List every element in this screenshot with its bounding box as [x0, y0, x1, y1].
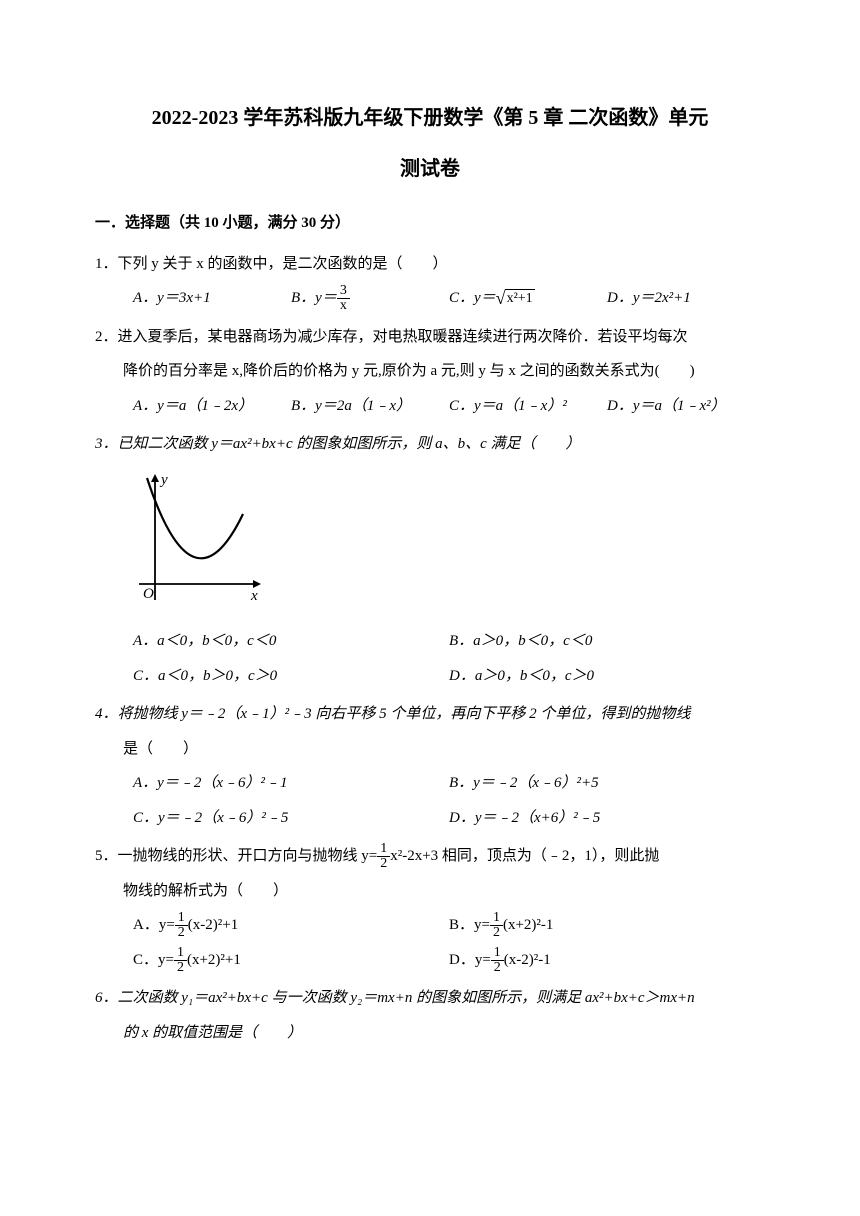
- q5-opt-d: D．y=12(x-2)²-1: [449, 943, 765, 978]
- question-1: 1．下列 y 关于 x 的函数中，是二次函数的是（ ） A．y＝3x+1 B．y…: [95, 247, 765, 316]
- q5-opt-a: A．y=12(x-2)²+1: [133, 908, 449, 943]
- section-header: 一．选择题（共 10 小题，满分 30 分）: [95, 206, 765, 241]
- page-subtitle: 测试卷: [95, 146, 765, 192]
- q4-text2: 是（ ）: [95, 732, 765, 767]
- q2-text2: 降价的百分率是 x,降价后的价格为 y 元,原价为 a 元,则 y 与 x 之间…: [95, 354, 765, 389]
- question-2: 2．进入夏季后，某电器商场为减少库存，对电热取暖器连续进行两次降价．若设平均每次…: [95, 320, 765, 424]
- q4-opt-b: B．y＝﹣2（x﹣6）²+5: [449, 766, 765, 801]
- q2-opt-c: C．y＝a（1﹣x）²: [449, 389, 607, 424]
- q3-text: 3．已知二次函数 y＝ax²+bx+c 的图象如图所示，则 a、b、c 满足（ …: [95, 427, 765, 462]
- q2-opt-a: A．y＝a（1﹣2x）: [133, 389, 291, 424]
- q3-opt-d: D．a＞0，b＜0，c＞0: [449, 659, 765, 694]
- q6-text: 6．二次函数 y₁＝ax²+bx+c 与一次函数 y₂＝mx+n 的图象如图所示…: [95, 981, 765, 1016]
- q3-opt-c: C．a＜0，b＞0，c＞0: [133, 659, 449, 694]
- svg-text:O: O: [143, 586, 154, 602]
- q2-opt-d: D．y＝a（1﹣x²）: [607, 389, 765, 424]
- question-5: 5．一抛物线的形状、开口方向与抛物线 y=12x²-2x+3 相同，顶点为（﹣2…: [95, 839, 765, 977]
- arrow-y-icon: [151, 474, 159, 482]
- q4-text: 4．将抛物线 y＝﹣2（x﹣1）²﹣3 向右平移 5 个单位，再向下平移 2 个…: [95, 697, 765, 732]
- q5-opt-c: C．y=12(x+2)²+1: [133, 943, 449, 978]
- svg-text:y: y: [159, 472, 168, 488]
- q5-text2: 物线的解析式为（ ）: [95, 874, 765, 909]
- q4-opt-d: D．y＝﹣2（x+6）²﹣5: [449, 801, 765, 836]
- q2-text: 2．进入夏季后，某电器商场为减少库存，对电热取暖器连续进行两次降价．若设平均每次: [95, 320, 765, 355]
- q5-text: 5．一抛物线的形状、开口方向与抛物线 y=12x²-2x+3 相同，顶点为（﹣2…: [95, 839, 765, 874]
- question-4: 4．将抛物线 y＝﹣2（x﹣1）²﹣3 向右平移 5 个单位，再向下平移 2 个…: [95, 697, 765, 835]
- page-title: 2022-2023 学年苏科版九年级下册数学《第 5 章 二次函数》单元: [95, 100, 765, 136]
- q1-text: 1．下列 y 关于 x 的函数中，是二次函数的是（ ）: [95, 247, 765, 282]
- question-6: 6．二次函数 y₁＝ax²+bx+c 与一次函数 y₂＝mx+n 的图象如图所示…: [95, 981, 765, 1050]
- q1-opt-c: C．y＝√x²+1: [449, 281, 607, 316]
- q3-graph: y x O: [95, 470, 765, 619]
- q4-opt-c: C．y＝﹣2（x﹣6）²﹣5: [133, 801, 449, 836]
- q6-text2: 的 x 的取值范围是（ ）: [95, 1016, 765, 1051]
- q1-opt-d: D．y＝2x²+1: [607, 281, 765, 316]
- arrow-x-icon: [253, 580, 261, 588]
- q3-opt-a: A．a＜0，b＜0，c＜0: [133, 624, 449, 659]
- q1-opt-b: B．y＝3x: [291, 281, 449, 316]
- parabola-graph-icon: y x O: [133, 470, 268, 605]
- q4-opt-a: A．y＝﹣2（x﹣6）²﹣1: [133, 766, 449, 801]
- q5-opt-b: B．y=12(x+2)²-1: [449, 908, 765, 943]
- q1-opt-a: A．y＝3x+1: [133, 281, 291, 316]
- q2-opt-b: B．y＝2a（1﹣x）: [291, 389, 449, 424]
- svg-text:x: x: [250, 588, 258, 604]
- q3-opt-b: B．a＞0，b＜0，c＜0: [449, 624, 765, 659]
- parabola-curve: [147, 478, 243, 558]
- question-3: 3．已知二次函数 y＝ax²+bx+c 的图象如图所示，则 a、b、c 满足（ …: [95, 427, 765, 693]
